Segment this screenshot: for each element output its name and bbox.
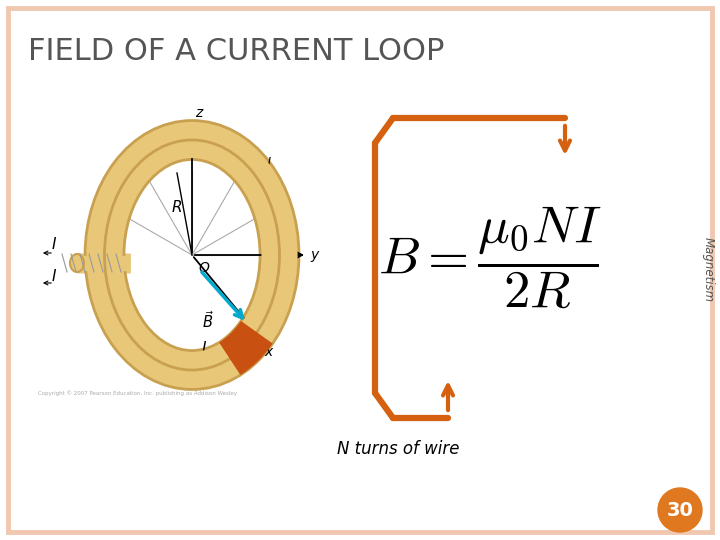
Text: N turns of wire: N turns of wire [337,440,459,458]
Text: O: O [198,261,209,275]
Text: I: I [52,237,56,252]
Text: 30: 30 [667,501,693,519]
Text: FIELD OF A CURRENT LOOP: FIELD OF A CURRENT LOOP [28,37,444,66]
Text: y: y [310,248,318,262]
Circle shape [658,488,702,532]
Text: z: z [195,106,202,120]
Text: R: R [171,199,182,214]
Text: Magnetism: Magnetism [701,238,714,302]
Ellipse shape [70,254,84,272]
Text: Copyright © 2007 Pearson Education, Inc. publishing as Addison Wesley: Copyright © 2007 Pearson Education, Inc.… [38,390,237,396]
Text: $\vec{B}$: $\vec{B}$ [202,310,214,331]
Text: $B = \dfrac{\mu_0 NI}{2R}$: $B = \dfrac{\mu_0 NI}{2R}$ [378,205,602,311]
Text: I: I [52,269,56,284]
Text: x: x [264,345,272,359]
Text: $\Delta l$: $\Delta l$ [257,156,272,171]
Text: I: I [202,341,206,356]
